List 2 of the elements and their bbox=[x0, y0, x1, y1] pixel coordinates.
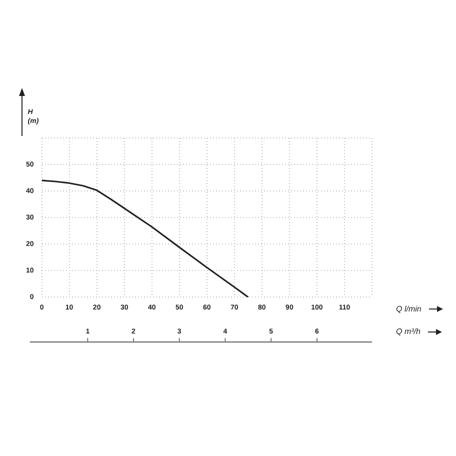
x-axis-title: Q l/min bbox=[396, 304, 422, 314]
x2-axis-title: Q m³/h bbox=[396, 327, 421, 336]
